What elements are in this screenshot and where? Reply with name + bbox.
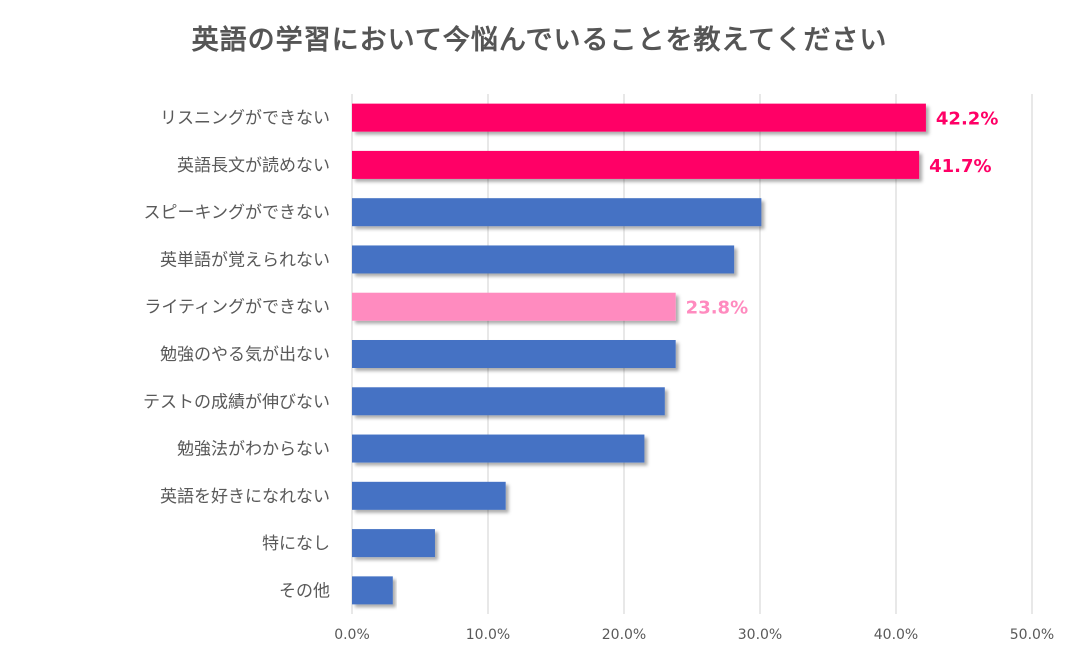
bar: [352, 292, 676, 321]
data-label: 42.2%: [936, 109, 998, 130]
bar: [352, 576, 393, 605]
category-label: 英語長文が読めない: [177, 156, 330, 176]
category-label: 英単語が覚えられない: [160, 250, 330, 270]
category-label: 英語を好きになれない: [160, 487, 330, 507]
category-label: リスニングができない: [160, 109, 330, 129]
x-tick-label: 30.0%: [738, 627, 782, 643]
category-label: その他: [279, 581, 330, 601]
category-label: 勉強のやる気が出ない: [160, 345, 330, 365]
bar: [352, 529, 435, 558]
bar: [352, 481, 506, 510]
x-tick-label: 20.0%: [602, 627, 646, 643]
bar: [352, 387, 665, 416]
x-tick-label: 50.0%: [1010, 627, 1054, 643]
category-label: スピーキングができない: [144, 203, 331, 223]
category-label: 特になし: [262, 534, 330, 554]
category-label: ライティングができない: [144, 298, 330, 318]
bar: [352, 340, 676, 368]
bar: [352, 245, 735, 274]
bar: [352, 434, 645, 463]
category-label: 勉強法がわからない: [177, 440, 330, 460]
data-label: 41.7%: [929, 156, 991, 177]
data-label: 23.8%: [686, 298, 748, 319]
x-tick-label: 0.0%: [334, 627, 370, 643]
category-label: テストの成績が伸びない: [143, 392, 330, 412]
chart-title: 英語の学習において今悩んでいることを教えてください: [191, 25, 888, 56]
x-tick-label: 40.0%: [874, 627, 918, 643]
bar: [352, 198, 762, 227]
x-tick-label: 10.0%: [466, 627, 510, 643]
bar: [352, 103, 926, 132]
bar: [352, 150, 920, 179]
